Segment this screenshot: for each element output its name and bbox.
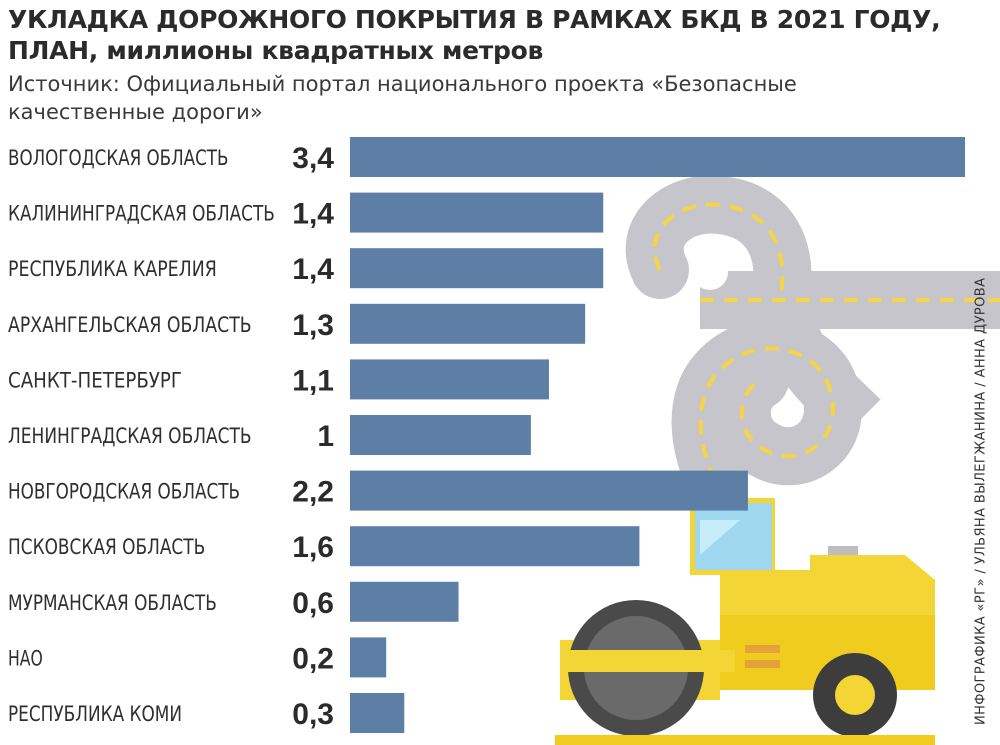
bar-10 [350, 637, 387, 678]
value-label-5: 1,1 [292, 364, 334, 397]
category-label-9: МУРМАНСКАЯ ОБЛАСТЬ [8, 591, 217, 615]
bars-layer: ВОЛОГОДСКАЯ ОБЛАСТЬ 3,4 КАЛИНИНГРАДСКАЯ ОБ… [8, 137, 965, 733]
value-label-11: 0,3 [292, 698, 334, 731]
bar-2 [350, 192, 604, 233]
road-illustration [625, 175, 1000, 509]
bar-11 [350, 693, 405, 733]
category-label-4: АРХАНГЕЛЬСКАЯ ОБЛАСТЬ [8, 313, 252, 337]
bar-8 [350, 526, 640, 567]
category-label-11: РЕСПУБЛИКА КОМИ [8, 702, 182, 726]
category-label-3: РЕСПУБЛИКА КАРЕЛИЯ [8, 257, 217, 281]
credit-line: ИНФОГРАФИКА «РГ» / УЛЬЯНА ВЫЛЕГЖАНИНА / … [966, 230, 996, 740]
value-label-8: 1,6 [292, 531, 334, 564]
title-line-1: УКЛАДКА ДОРОЖНОГО ПОКРЫТИЯ В РАМКАХ БКД … [8, 5, 941, 34]
value-label-10: 0,2 [292, 642, 334, 675]
category-label-10: НАО [8, 646, 43, 670]
bar-5 [350, 359, 549, 400]
bar-7 [350, 470, 748, 511]
value-label-2: 1,4 [292, 198, 334, 231]
value-label-9: 0,6 [292, 587, 334, 620]
category-label-1: ВОЛОГОДСКАЯ ОБЛАСТЬ [8, 146, 228, 170]
category-label-7: НОВГОРОДСКАЯ ОБЛАСТЬ [8, 480, 240, 504]
title-line-2: ПЛАН, миллионы квадратных метров [8, 36, 543, 65]
bar-4 [350, 303, 586, 344]
category-label-5: САНКТ-ПЕТЕРБУРГ [8, 368, 182, 392]
value-label-6: 1 [317, 420, 334, 453]
category-label-6: ЛЕНИНГРАДСКАЯ ОБЛАСТЬ [8, 424, 252, 448]
chart-title: УКЛАДКА ДОРОЖНОГО ПОКРЫТИЯ В РАМКАХ БКД … [8, 4, 968, 66]
value-label-1: 3,4 [292, 142, 334, 175]
bar-6 [350, 415, 531, 455]
category-label-2: КАЛИНИНГРАДСКАЯ ОБЛАСТЬ [8, 202, 275, 226]
bar-3 [350, 248, 604, 289]
value-label-4: 1,3 [292, 309, 334, 342]
bar-9 [350, 581, 459, 622]
value-label-3: 1,4 [292, 253, 334, 286]
category-label-8: ПСКОВСКАЯ ОБЛАСТЬ [8, 535, 205, 559]
road-roller [555, 498, 935, 745]
source-note: Источник: Официальный портал национально… [8, 72, 797, 124]
value-label-7: 2,2 [292, 476, 334, 509]
bar-1 [350, 137, 965, 177]
credit-text: ИНФОГРАФИКА «РГ» / УЛЬЯНА ВЫЛЕГЖАНИНА / … [973, 277, 989, 725]
